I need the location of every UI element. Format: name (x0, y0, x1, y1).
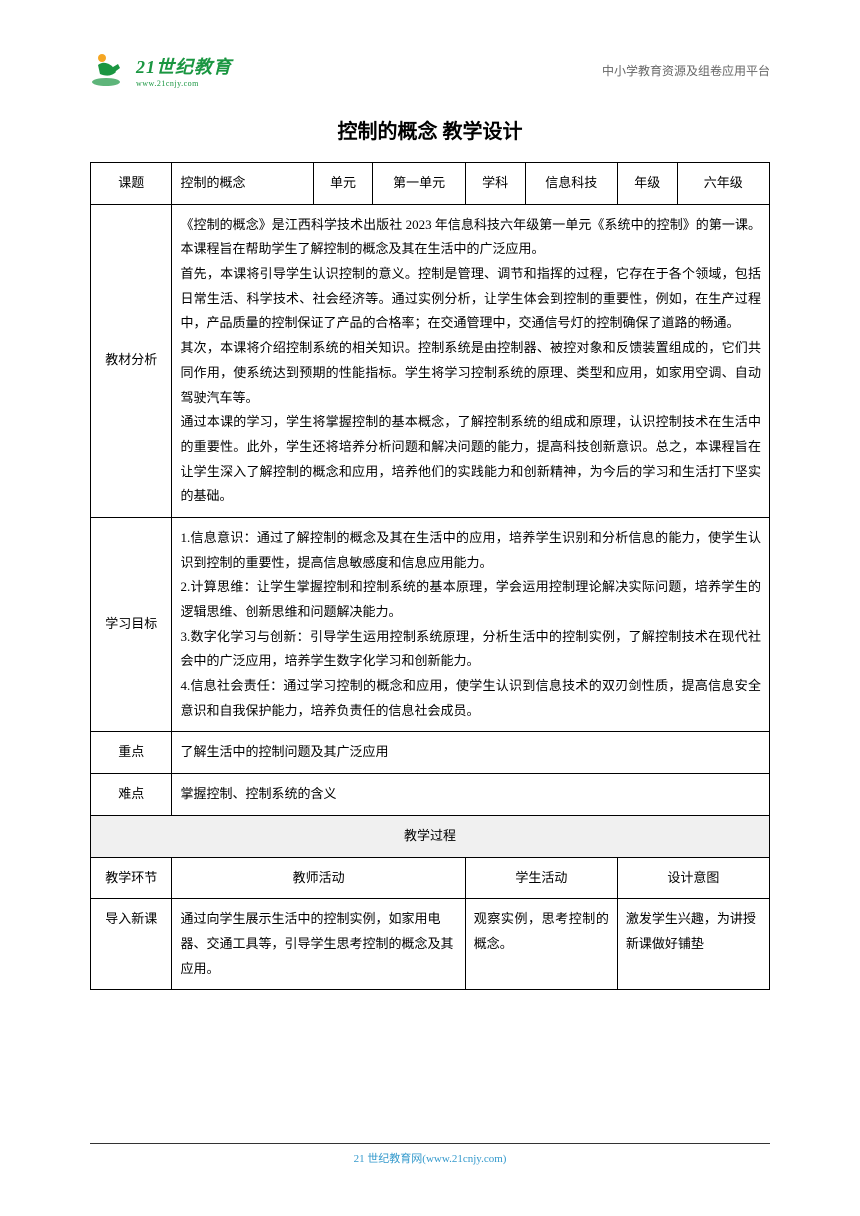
logo-icon (90, 50, 130, 90)
footer-divider (90, 1143, 770, 1144)
logo: 21世纪教育 www.21cnjy.com (90, 50, 232, 90)
logo-sub-text: www.21cnjy.com (136, 79, 232, 88)
student-cell: 观察实例，思考控制的概念。 (465, 899, 617, 990)
grade-value: 六年级 (677, 163, 769, 205)
process-columns-row: 教学环节 教师活动 学生活动 设计意图 (91, 857, 770, 899)
grade-label: 年级 (617, 163, 677, 205)
logo-text: 21世纪教育 www.21cnjy.com (136, 53, 232, 88)
unit-label: 单元 (313, 163, 373, 205)
topic-value: 控制的概念 (172, 163, 313, 205)
analysis-label: 教材分析 (91, 204, 172, 517)
objectives-label: 学习目标 (91, 517, 172, 732)
unit-value: 第一单元 (373, 163, 465, 205)
keypoint-label: 重点 (91, 732, 172, 774)
subject-value: 信息科技 (525, 163, 617, 205)
page-footer: 21 世纪教育网(www.21cnjy.com) (0, 1143, 860, 1166)
page-container: 21世纪教育 www.21cnjy.com 中小学教育资源及组卷应用平台 控制的… (0, 0, 860, 1050)
objectives-text: 1.信息意识：通过了解控制的概念及其在生活中的应用，培养学生识别和分析信息的能力… (172, 517, 770, 732)
objectives-row: 学习目标 1.信息意识：通过了解控制的概念及其在生活中的应用，培养学生识别和分析… (91, 517, 770, 732)
intent-cell: 激发学生兴趣，为讲授新课做好铺垫 (617, 899, 769, 990)
teacher-cell: 通过向学生展示生活中的控制实例，如家用电器、交通工具等，引导学生思考控制的概念及… (172, 899, 465, 990)
process-row-1: 导入新课 通过向学生展示生活中的控制实例，如家用电器、交通工具等，引导学生思考控… (91, 899, 770, 990)
page-title: 控制的概念 教学设计 (90, 115, 770, 144)
logo-main-text: 21世纪教育 (136, 53, 232, 79)
analysis-row: 教材分析 《控制的概念》是江西科学技术出版社 2023 年信息科技六年级第一单元… (91, 204, 770, 517)
subject-label: 学科 (465, 163, 525, 205)
process-header: 教学过程 (91, 815, 770, 857)
difficulty-row: 难点 掌握控制、控制系统的含义 (91, 774, 770, 816)
col-intent: 设计意图 (617, 857, 769, 899)
col-teacher: 教师活动 (172, 857, 465, 899)
col-stage: 教学环节 (91, 857, 172, 899)
footer-text: 21 世纪教育网(www.21cnjy.com) (354, 1153, 507, 1165)
keypoint-row: 重点 了解生活中的控制问题及其广泛应用 (91, 732, 770, 774)
info-row: 课题 控制的概念 单元 第一单元 学科 信息科技 年级 六年级 (91, 163, 770, 205)
keypoint-text: 了解生活中的控制问题及其广泛应用 (172, 732, 770, 774)
analysis-text: 《控制的概念》是江西科学技术出版社 2023 年信息科技六年级第一单元《系统中的… (172, 204, 770, 517)
process-header-row: 教学过程 (91, 815, 770, 857)
page-header: 21世纪教育 www.21cnjy.com 中小学教育资源及组卷应用平台 (90, 50, 770, 90)
difficulty-label: 难点 (91, 774, 172, 816)
difficulty-text: 掌握控制、控制系统的含义 (172, 774, 770, 816)
header-right-text: 中小学教育资源及组卷应用平台 (602, 62, 770, 79)
topic-label: 课题 (91, 163, 172, 205)
stage-cell: 导入新课 (91, 899, 172, 990)
lesson-plan-table: 课题 控制的概念 单元 第一单元 学科 信息科技 年级 六年级 教材分析 《控制… (90, 162, 770, 990)
col-student: 学生活动 (465, 857, 617, 899)
